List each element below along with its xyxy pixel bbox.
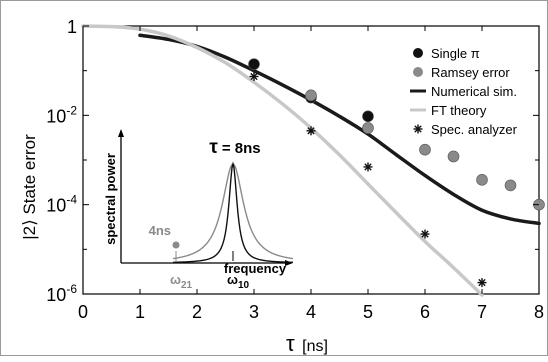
inset-curve-label: 4ns (149, 223, 171, 238)
asterisk-stroke (307, 127, 315, 135)
ramsey-error-point (504, 179, 517, 192)
spec-analyzer-point (363, 162, 373, 172)
asterisk-stroke (421, 230, 429, 238)
legend-label-ft-theory: FT theory (431, 103, 487, 118)
inset-narrow-spectrum (173, 161, 293, 263)
ramsey-error-point (419, 143, 431, 156)
legend-label-ramsey-error: Ramsey error (431, 65, 510, 80)
x-tick-label: 5 (363, 302, 373, 322)
y-axis-label: |2⟩ State error (20, 134, 39, 240)
y-tick-label: 10-6 (46, 282, 77, 305)
asterisk-stroke (250, 72, 258, 81)
axis-ticks: 0 1 2 3 4 5 6 7 8 1 10-2 10-4 10-6 (46, 17, 544, 322)
x-axis-symbol: τ (286, 331, 295, 356)
x-tick-label: 6 (420, 302, 430, 322)
legend-marker-single (413, 48, 423, 58)
spec-analyzer-point (249, 72, 259, 82)
legend-marker-spec-analyzer (413, 124, 423, 134)
x-tick-label: 0 (78, 302, 88, 322)
series-line-ft-theory (81, 24, 484, 297)
spec-analyzer-point (306, 126, 316, 136)
inset-omega10-label: ω10 (227, 272, 250, 291)
legend-label-spec-analyzer: Spec. analyzer (431, 122, 518, 137)
ramsey-error-point (447, 150, 460, 163)
x-axis-label: τ [ns] (286, 331, 328, 356)
ramsey-error-point (305, 89, 317, 102)
inset-y-arrowhead (118, 129, 124, 137)
ramsey-error-point (362, 122, 374, 134)
inset-chart: spectral power frequency 4ns τ = 8ns ω21 ω10 (103, 129, 294, 291)
asterisk-stroke (478, 278, 486, 287)
asterisk-stroke (364, 163, 372, 171)
inset-x-label: frequency (224, 261, 287, 276)
inset-y-label: spectral power (103, 153, 118, 245)
inset-4ns-marker (172, 241, 180, 249)
single-pi-point (362, 110, 374, 123)
y-tick-label: 10-4 (46, 193, 77, 216)
single-pi-point (248, 58, 260, 70)
spec-analyzer-point (420, 229, 430, 239)
x-tick-label: 3 (249, 302, 259, 322)
x-tick-label: 7 (477, 302, 487, 322)
x-tick-label: 1 (135, 302, 145, 322)
inset-omega21-label: ω21 (170, 272, 193, 291)
series-layer (81, 24, 541, 297)
inset-title: τ = 8ns (209, 137, 260, 158)
legend-label-single: Single π (431, 46, 480, 61)
legend-label-numerical-sim: Numerical sim. (431, 84, 517, 99)
inset-broad-spectrum (172, 163, 294, 260)
asterisk-stroke (414, 125, 422, 133)
x-tick-label: 2 (192, 302, 202, 322)
x-tick-label: 4 (306, 302, 316, 322)
y-tick-label: 1 (67, 17, 77, 37)
ramsey-error-point (476, 174, 488, 186)
series-line-numerical-sim (138, 33, 541, 226)
y-tick-label: 10-2 (46, 103, 77, 126)
x-tick-label: 8 (534, 302, 544, 322)
legend: Single π Ramsey error Numerical sim. FT the… (410, 46, 518, 137)
legend-marker-ramsey-error (413, 67, 423, 77)
spec-analyzer-point (477, 278, 487, 288)
x-axis-unit: [ns] (302, 338, 328, 355)
